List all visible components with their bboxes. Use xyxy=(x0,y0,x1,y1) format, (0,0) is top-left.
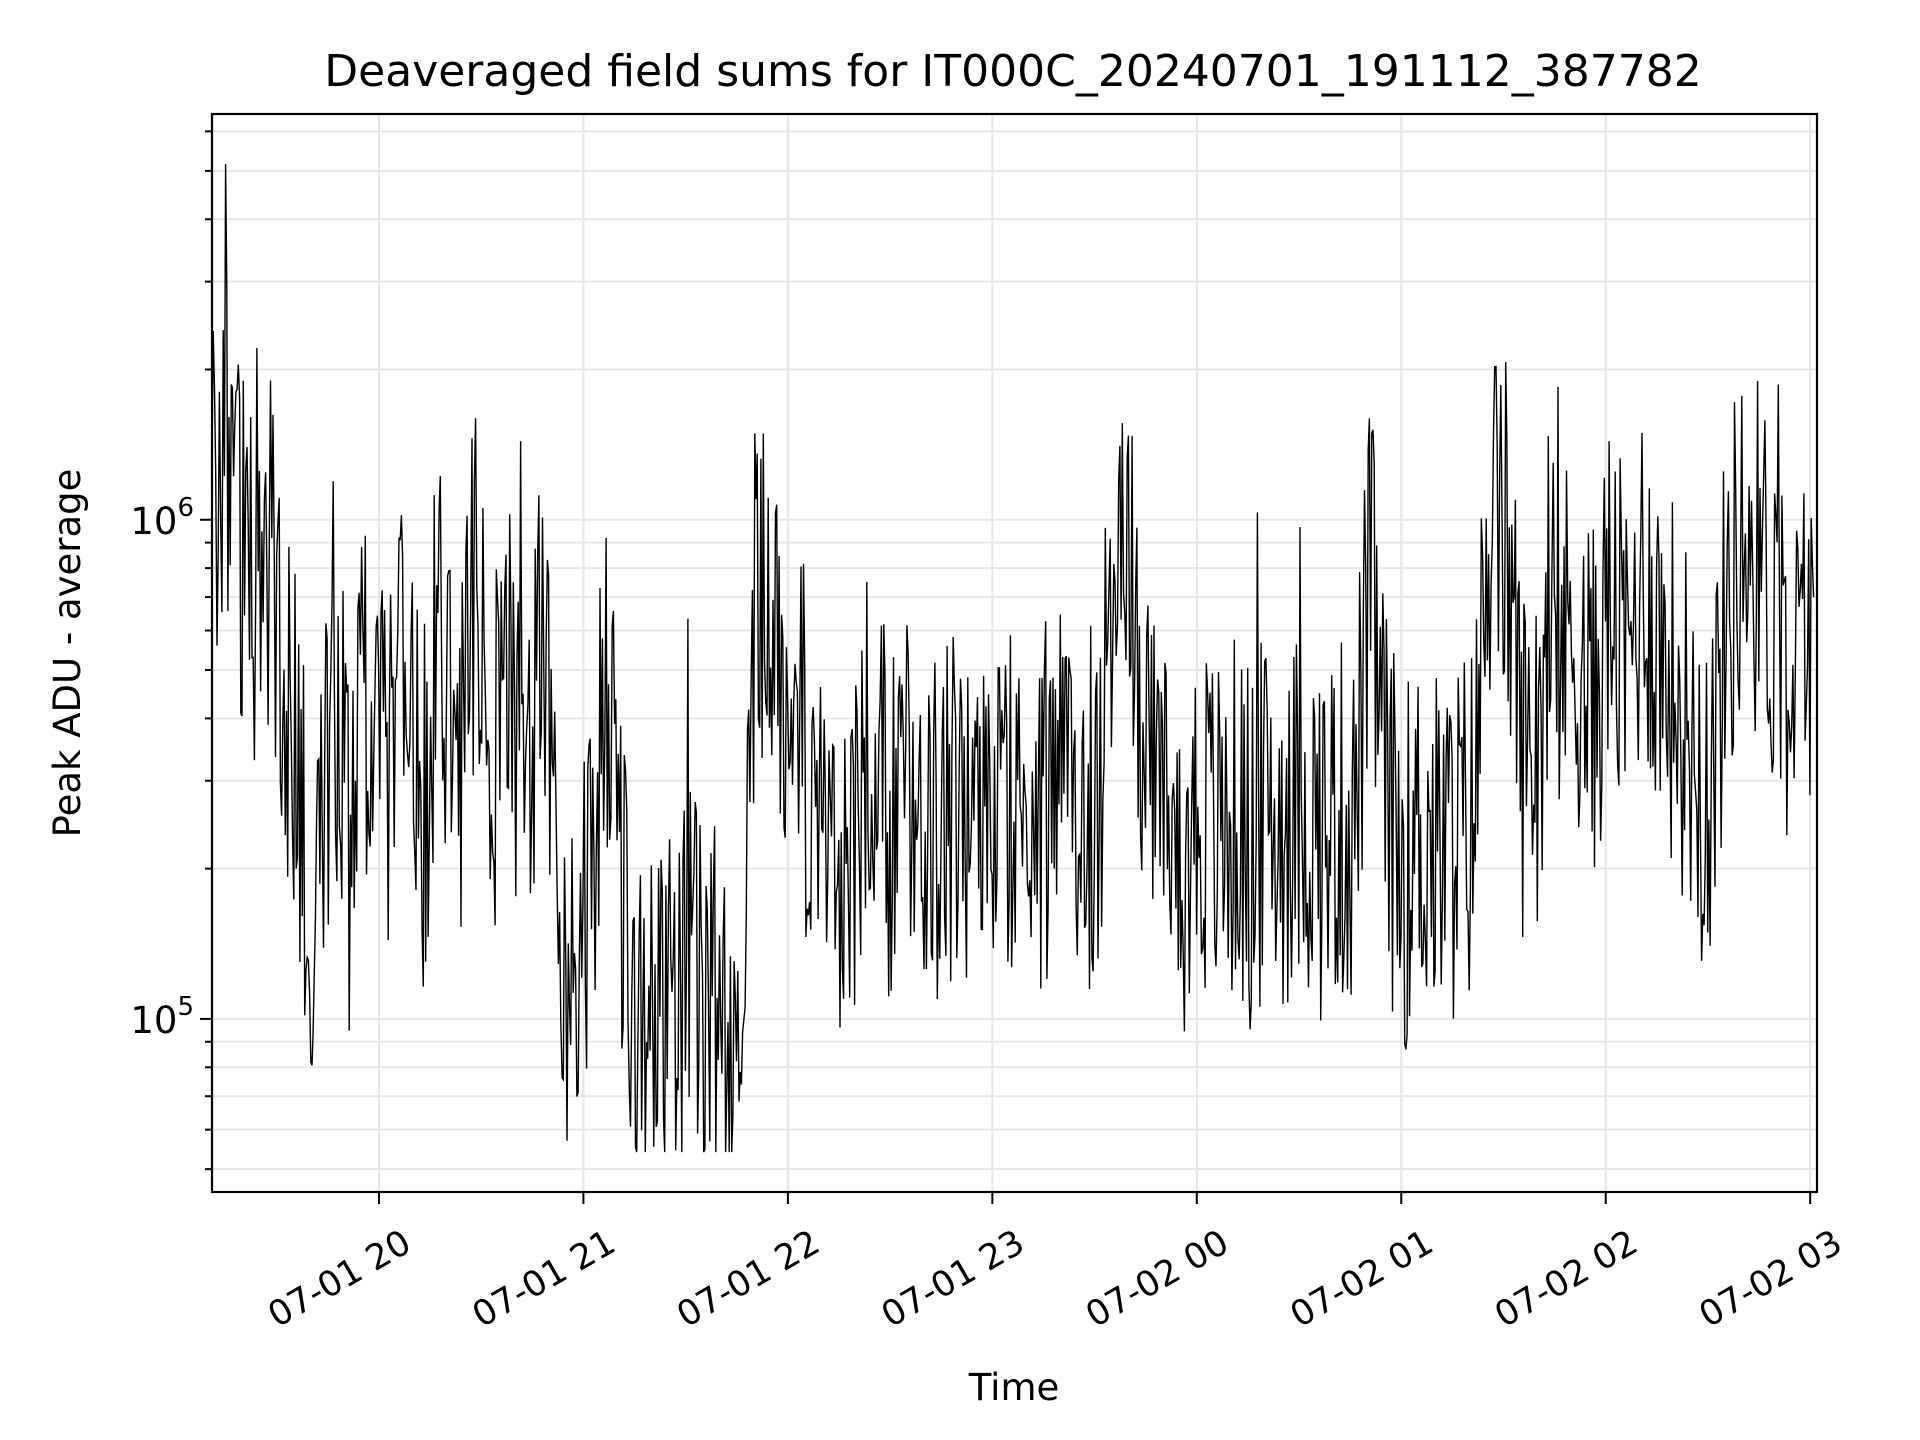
x-tick-label: 07-01 20 xyxy=(262,1223,418,1336)
y-tick-label: 105 xyxy=(130,992,194,1042)
y-tick-label: 106 xyxy=(130,493,194,543)
chart-title: Deaveraged field sums for IT000C_2024070… xyxy=(324,46,1701,97)
x-axis-label: Time xyxy=(968,1366,1060,1409)
series-layer xyxy=(212,163,1815,1153)
plot-frame xyxy=(210,112,1819,1194)
y-axis: 105 106 xyxy=(130,130,212,1171)
x-tick-label: 07-01 23 xyxy=(875,1223,1031,1336)
gridlines xyxy=(212,114,1817,1192)
x-tick-label: 07-02 03 xyxy=(1693,1223,1849,1336)
x-tick-label: 07-02 01 xyxy=(1284,1223,1440,1336)
x-tick-label: 07-02 02 xyxy=(1488,1223,1644,1336)
x-tick-label: 07-02 00 xyxy=(1079,1223,1235,1336)
y-axis-label: Peak ADU - average xyxy=(46,469,89,838)
series-line-0 xyxy=(212,163,1815,1153)
x-tick-label: 07-01 22 xyxy=(670,1223,826,1336)
x-axis: 07-01 20 07-01 21 07-01 22 07-01 23 07-02 00… xyxy=(262,1192,1849,1336)
x-tick-label: 07-01 21 xyxy=(466,1223,622,1336)
